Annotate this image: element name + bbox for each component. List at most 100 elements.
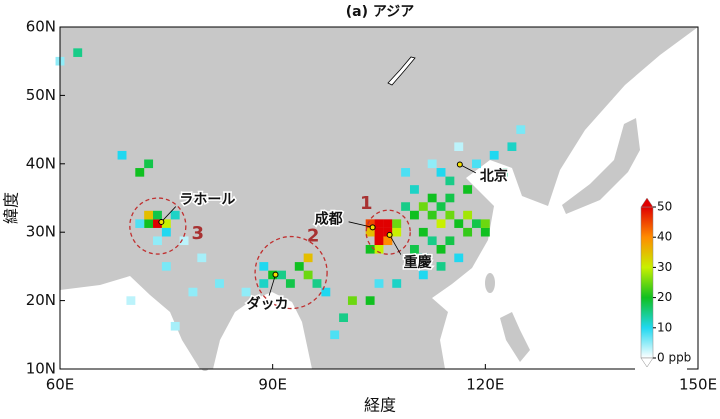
region-label: 2	[307, 226, 320, 247]
grid-cell	[418, 227, 428, 237]
leader-line	[459, 164, 476, 174]
grid-cell	[427, 159, 437, 169]
y-tick-label: 60N	[26, 18, 56, 36]
city-marker	[158, 218, 165, 225]
grid-cell	[454, 142, 464, 151]
grid-cell	[161, 262, 171, 271]
grid-cell	[498, 168, 508, 177]
y-tick-label: 10N	[26, 360, 56, 378]
grid-cell	[365, 245, 375, 254]
grid-cell	[463, 210, 473, 220]
x-axis-label: 経度	[364, 396, 396, 415]
colorbar-tick-label: 50	[657, 200, 672, 214]
grid-cell	[374, 219, 384, 228]
region-label: 3	[192, 223, 205, 244]
grid-cell	[454, 253, 464, 263]
y-axis-label: 緯度	[2, 192, 21, 224]
grid-cell	[445, 210, 455, 220]
grid-cell	[126, 296, 136, 305]
grid-cell	[374, 236, 384, 246]
colorbar-tick-label: 30	[657, 260, 672, 274]
city-label: 重慶	[404, 254, 432, 271]
grid-cell	[427, 210, 437, 220]
grid-cell	[153, 236, 162, 246]
grid-cell	[259, 262, 269, 271]
grid-cell	[170, 321, 180, 331]
city-label: ラホール	[179, 192, 235, 208]
map-background	[60, 27, 698, 371]
y-tick-label: 50N	[26, 86, 56, 104]
city-marker	[369, 224, 376, 231]
leader-line	[268, 274, 276, 296]
colorbar-tick-label: 0 ppb	[657, 351, 691, 365]
grid-cell	[445, 236, 455, 246]
region-circle	[254, 235, 328, 310]
grid-cell	[285, 279, 295, 288]
grid-cell	[445, 193, 455, 203]
grid-cell	[516, 125, 526, 134]
grid-cell	[374, 245, 384, 254]
colorbar-tick-label: 40	[657, 230, 672, 244]
grid-cell	[436, 202, 446, 211]
grid-cell	[418, 253, 428, 263]
grid-cell	[161, 219, 171, 228]
grid-cell	[507, 142, 517, 151]
grid-cell	[73, 48, 83, 57]
colorbar	[640, 206, 654, 359]
city-label: 成都	[315, 210, 343, 227]
city-marker	[272, 271, 279, 278]
grid-cell	[135, 168, 145, 177]
grid-cell	[480, 219, 490, 228]
grid-cell	[144, 210, 154, 220]
grid-cell	[294, 262, 304, 271]
grid-cell	[179, 236, 189, 246]
grid-cell	[215, 279, 224, 288]
grid-cell	[445, 176, 455, 186]
grid-cell	[472, 159, 481, 169]
leader-line	[389, 234, 402, 255]
grid-cell	[401, 202, 411, 211]
grid-cell	[489, 150, 499, 160]
x-tick-label: 120E	[466, 376, 504, 394]
grid-cell	[436, 219, 446, 228]
grid-cell	[480, 227, 490, 237]
city-label: 北京	[480, 167, 508, 184]
grid-cell	[392, 219, 402, 228]
x-tick-label: 90E	[258, 376, 287, 394]
grid-cell	[463, 227, 473, 237]
grid-cell	[259, 279, 269, 288]
y-tick-label: 40N	[26, 154, 56, 172]
grid-cell	[374, 227, 384, 237]
grid-cell	[144, 159, 154, 169]
chart-title: (a) アジア	[346, 4, 415, 20]
grid-cell	[144, 219, 154, 228]
grid-cell	[409, 185, 419, 194]
grid-cell	[241, 287, 251, 297]
grid-cell	[312, 279, 322, 288]
grid-cell	[188, 287, 198, 297]
colorbar-tick-label: 10	[657, 320, 672, 334]
leader-line	[161, 206, 177, 223]
city-label: ダッカ	[247, 296, 289, 313]
grid-cell	[365, 227, 375, 237]
grid-cell	[365, 296, 375, 305]
grid-cell	[436, 262, 446, 271]
grid-cell	[418, 202, 428, 211]
grid-cell	[383, 236, 393, 246]
grid-cell	[347, 296, 357, 305]
grid-cell	[392, 279, 402, 288]
grid-cell	[197, 253, 207, 263]
grid-cell	[383, 227, 393, 237]
city-marker	[386, 231, 393, 238]
grid-cell	[409, 245, 419, 254]
grid-cell	[472, 219, 481, 228]
grid-cell	[436, 245, 446, 254]
grid-cell	[409, 210, 419, 220]
region-circle	[129, 197, 187, 255]
x-tick-label: 150E	[679, 376, 717, 394]
y-tick-label: 20N	[26, 291, 56, 309]
grid-cell	[427, 193, 437, 203]
grid-cell	[303, 253, 313, 263]
grid-cell	[161, 227, 171, 237]
